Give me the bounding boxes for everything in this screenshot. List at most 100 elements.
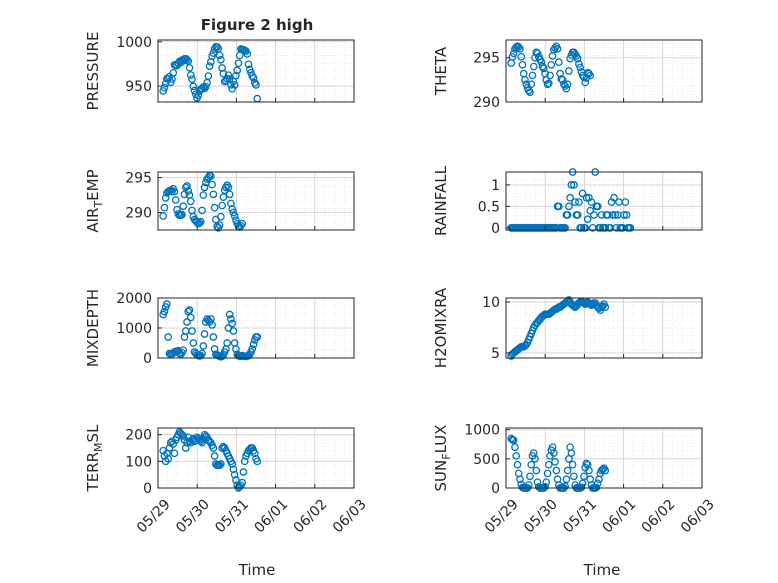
data-point: [556, 69, 564, 78]
data-point: [219, 69, 228, 78]
x-tick-label: 06/02: [639, 496, 679, 536]
data-point: [209, 444, 218, 452]
figure-title: Figure 2 high: [201, 16, 314, 34]
data-point: [511, 443, 519, 452]
y-tick-label: 1000: [464, 423, 500, 439]
data-point: [183, 55, 191, 64]
data-point: [200, 183, 209, 192]
y-axis-label: TERRMSL: [84, 424, 105, 493]
data-point: [558, 76, 567, 84]
y-tick-label: 200: [125, 428, 152, 444]
data-point: [227, 315, 235, 323]
data-point: [208, 321, 216, 329]
data-point: [620, 211, 628, 219]
data-point: [601, 224, 610, 232]
x-axis-label-right: Time: [583, 561, 621, 579]
data-point: [512, 43, 521, 51]
data-point: [526, 472, 534, 481]
data-point: [585, 466, 593, 475]
data-point: [608, 211, 617, 219]
data-point: [578, 189, 587, 198]
panel-3: 0 0.5 1 RAINFALL: [432, 165, 703, 237]
data-point: [531, 455, 539, 463]
data-point: [527, 80, 536, 89]
axes-box: [505, 427, 703, 489]
data-point: [248, 72, 257, 80]
data-point: [563, 466, 572, 475]
data-point: [570, 472, 578, 481]
data-point: [507, 59, 516, 67]
data-point: [215, 461, 224, 470]
data-point: [516, 475, 524, 484]
x-tick-label: 05/30: [521, 496, 561, 536]
data-point: [533, 49, 542, 58]
data-point: [194, 91, 203, 100]
x-tick-label: 05/31: [560, 496, 600, 536]
data-point: [509, 436, 518, 445]
data-point: [253, 333, 262, 341]
panel-0: 950 1000 PRESSURE: [84, 32, 355, 110]
data-point: [232, 476, 240, 484]
data-point: [170, 187, 179, 196]
data-point: [185, 306, 194, 314]
data-point: [253, 457, 262, 466]
data-point: [238, 478, 247, 487]
data-point: [546, 71, 554, 80]
y-tick-label: 0: [491, 221, 500, 237]
data-point: [562, 475, 571, 484]
data-point: [580, 472, 588, 481]
data-point: [232, 345, 240, 353]
x-tick-label: 06/01: [600, 496, 640, 536]
panel-4: 0 1000 2000 MIXDEPTH: [84, 289, 355, 367]
data-point: [161, 194, 170, 202]
data-point: [586, 206, 595, 215]
y-tick-label: 1000: [116, 321, 152, 337]
data-point: [581, 224, 590, 232]
data-point: [160, 203, 169, 212]
data-point: [199, 342, 208, 350]
data-point: [592, 483, 601, 492]
data-point: [590, 211, 598, 219]
y-tick-label: 950: [125, 79, 152, 95]
y-tick-label: 295: [473, 51, 500, 67]
data-point: [164, 333, 173, 341]
data-point: [573, 54, 582, 63]
data-point: [163, 300, 171, 308]
x-tick-label: 05/29: [482, 496, 522, 536]
data-point: [565, 67, 573, 75]
data-point: [544, 460, 553, 469]
y-tick-label: 1: [491, 178, 500, 194]
data-point: [171, 196, 180, 204]
data-point: [225, 310, 234, 319]
y-axis-label: H2OMIXRA: [432, 287, 450, 368]
data-point: [601, 466, 610, 475]
data-point: [596, 224, 605, 232]
data-point: [217, 460, 225, 468]
data-point: [562, 84, 571, 93]
data-point: [164, 454, 173, 463]
data-point: [189, 339, 198, 347]
data-point: [512, 452, 521, 460]
y-tick-label: 295: [125, 171, 152, 187]
data-point: [186, 71, 195, 79]
data-point: [621, 198, 630, 206]
data-point: [181, 444, 190, 452]
data-point: [567, 449, 576, 457]
data-point: [249, 74, 258, 82]
data-point: [514, 43, 523, 51]
x-tick-label: 06/01: [252, 496, 292, 536]
data-point: [565, 202, 573, 211]
data-point: [582, 193, 591, 202]
data-point: [218, 201, 226, 210]
data-point: [170, 449, 179, 458]
data-point: [509, 49, 518, 58]
panel-5: 5 10 H2OMIXRA: [432, 287, 703, 368]
data-point: [563, 80, 572, 89]
data-point: [166, 78, 175, 87]
data-point: [210, 203, 219, 212]
data-point: [217, 55, 225, 64]
y-tick-label: 0: [143, 351, 152, 367]
data-point: [185, 63, 194, 72]
data-point: [568, 460, 577, 469]
data-point: [198, 206, 206, 215]
